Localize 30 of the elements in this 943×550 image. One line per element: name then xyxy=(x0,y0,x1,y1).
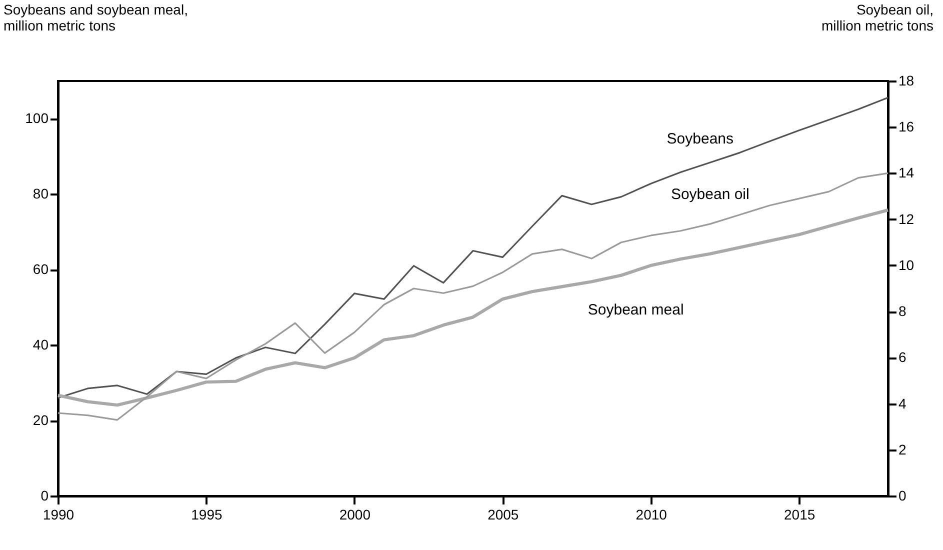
y-tick-label: 100 xyxy=(25,110,49,126)
x-tick-label: 1990 xyxy=(42,506,74,522)
x-tick-label: 2005 xyxy=(488,506,519,522)
x-tick-label: 1995 xyxy=(191,506,222,522)
y2-tick-label: 2 xyxy=(898,441,906,458)
y2-tick-label: 18 xyxy=(898,72,914,88)
y2-tick-label: 16 xyxy=(898,118,914,135)
y2-tick-label: 4 xyxy=(898,395,906,412)
y-tick-label: 0 xyxy=(40,488,49,504)
line-series xyxy=(57,172,889,421)
y-tick-label: 40 xyxy=(32,336,49,353)
y2-axis-title: Soybean oil, million metric tons xyxy=(821,2,934,34)
series-label: Soybean meal xyxy=(588,301,684,318)
y2-tick-label: 0 xyxy=(898,488,906,504)
y-tick-label: 20 xyxy=(32,412,49,428)
y-axis-title: Soybeans and soybean meal, million metric tons xyxy=(4,2,188,34)
x-tick-label: 2015 xyxy=(784,506,816,522)
series-label: Soybean oil xyxy=(670,186,750,203)
line-series xyxy=(56,208,890,407)
series-label: Soybeans xyxy=(666,130,734,148)
line-series xyxy=(57,96,889,399)
x-tick-label: 2000 xyxy=(339,506,371,522)
x-tick-label: 2010 xyxy=(636,506,668,522)
y-tick-label: 80 xyxy=(32,186,49,202)
y2-tick-label: 6 xyxy=(898,349,906,366)
y2-tick-label: 8 xyxy=(898,303,906,320)
y-tick-label: 60 xyxy=(32,261,49,278)
y2-tick-label: 10 xyxy=(898,256,914,273)
y2-tick-label: 12 xyxy=(898,210,914,227)
y2-tick-label: 14 xyxy=(898,164,914,181)
